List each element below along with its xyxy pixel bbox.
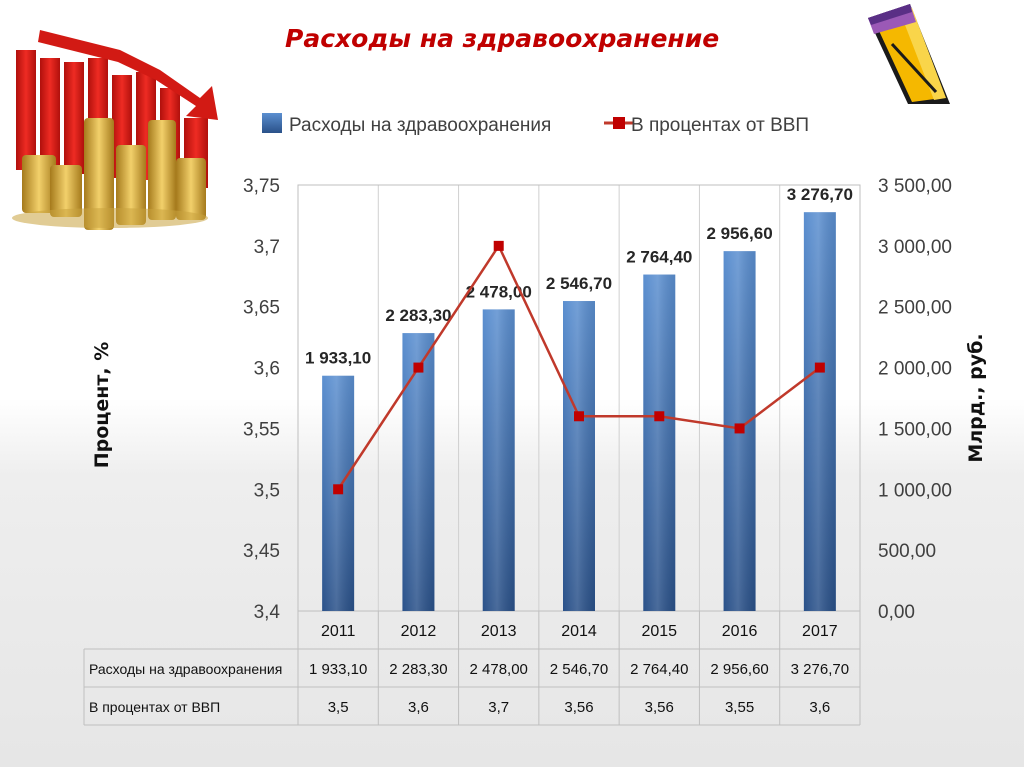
- table-cell: 3,55: [725, 699, 754, 716]
- y-right-tick-label: 0,00: [878, 602, 915, 623]
- legend-label-line: В процентах от ВВП: [631, 115, 809, 136]
- slide-title: Расходы на здравоохранение: [285, 24, 720, 53]
- bar-data-label: 2 956,60: [706, 224, 772, 243]
- y-right-tick-label: 500,00: [878, 541, 936, 562]
- bar-shine: [402, 333, 435, 611]
- table-cell: 2 283,30: [389, 661, 447, 678]
- line-point-marker: [654, 411, 665, 422]
- bar-shine: [563, 301, 595, 611]
- x-category-label: 2012: [401, 623, 437, 640]
- y-right-tick-label: 1 500,00: [878, 419, 952, 440]
- x-category-label: 2013: [481, 623, 517, 640]
- y-left-tick-label: 3,75: [243, 176, 280, 197]
- table-cell: 2 478,00: [470, 661, 528, 678]
- table-cell: 3,5: [328, 699, 349, 716]
- bar-shine: [482, 309, 515, 611]
- line-point-marker: [493, 240, 504, 251]
- y-left-tick-label: 3,55: [243, 419, 280, 440]
- y-right-tick-label: 2 500,00: [878, 298, 952, 319]
- y-left-tick-label: 3,4: [254, 602, 281, 623]
- table-cell: 3,56: [564, 699, 593, 716]
- table-cell: 3,7: [488, 699, 509, 716]
- table-cell: 2 764,40: [630, 661, 688, 678]
- y-right-tick-label: 3 000,00: [878, 237, 952, 258]
- bar-data-label: 2 764,40: [626, 248, 692, 267]
- bar-shine: [803, 212, 836, 611]
- y-left-tick-label: 3,7: [254, 237, 280, 258]
- bar-data-label: 3 276,70: [787, 185, 853, 204]
- x-category-label: 2016: [722, 623, 758, 640]
- x-category-label: 2015: [641, 623, 677, 640]
- legend-bar-swatch: [262, 113, 282, 133]
- line-point-marker: [333, 484, 344, 495]
- line-point-marker: [814, 362, 825, 373]
- y-right-tick-label: 3 500,00: [878, 176, 952, 197]
- table-cell: 1 933,10: [309, 661, 367, 678]
- legend-marker-swatch: [613, 117, 625, 129]
- table-cell: 3,6: [809, 699, 830, 716]
- bar-data-label: 2 283,30: [385, 306, 451, 325]
- table-row-label: В процентах от ВВП: [89, 699, 220, 715]
- legend: Расходы на здравоохранения В процентах о…: [262, 113, 809, 136]
- y-right-tick-label: 2 000,00: [878, 359, 952, 380]
- y-left-tick-label: 3,45: [243, 541, 280, 562]
- line-point-marker: [734, 423, 745, 434]
- bar-shine: [643, 274, 676, 611]
- bar-data-label: 1 933,10: [305, 349, 371, 368]
- plot-area: 3,4 3,45 3,5 3,55 3,6 3,65 3,7 3,75 0,00 500,00 1 …: [83, 176, 952, 726]
- pencil-icon: [868, 4, 950, 104]
- bar-data-label: 2 478,00: [466, 282, 532, 301]
- x-category-label: 2017: [802, 623, 838, 640]
- table-cell: 3,6: [408, 699, 429, 716]
- y-right-tick-label: 1 000,00: [878, 480, 952, 501]
- x-category-label: 2014: [561, 623, 597, 640]
- legend-label-bars: Расходы на здравоохранения: [289, 115, 551, 136]
- bar-data-label: 2 546,70: [546, 274, 612, 293]
- line-point-marker: [413, 362, 424, 373]
- line-point-marker: [574, 411, 584, 422]
- y-left-tick-label: 3,5: [254, 480, 280, 501]
- y-right-axis-title: Млрд., руб.: [965, 333, 987, 462]
- table-cell: 3 276,70: [791, 661, 849, 678]
- x-category-label: 2011: [321, 623, 356, 640]
- y-left-tick-label: 3,65: [243, 298, 280, 319]
- table-cell: 2 956,60: [710, 661, 768, 678]
- table-cell: 2 546,70: [550, 661, 608, 678]
- coins-decoration-icon: [12, 30, 218, 230]
- y-left-tick-label: 3,6: [254, 359, 280, 380]
- table-cell: 3,56: [645, 699, 674, 716]
- y-left-axis-title: Процент, %: [91, 342, 113, 469]
- table-row-label: Расходы на здравоохранения: [89, 661, 282, 677]
